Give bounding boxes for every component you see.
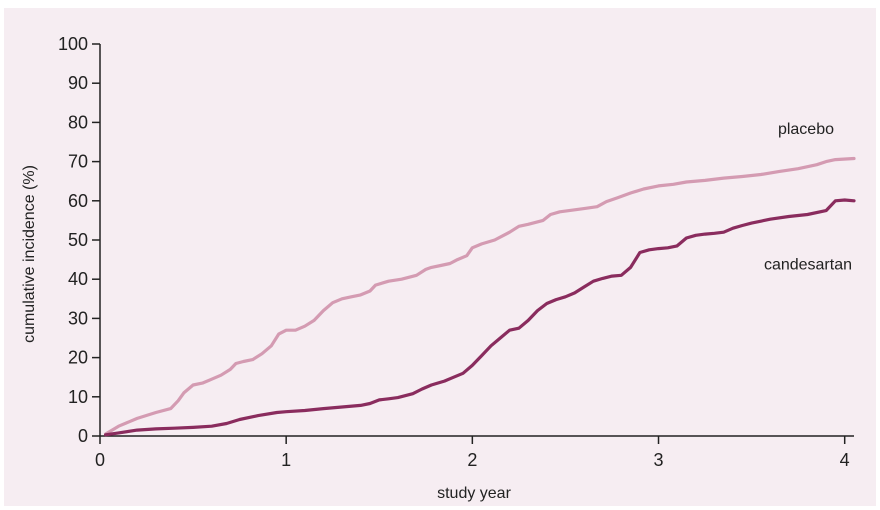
- x-tick-label: 1: [281, 450, 291, 470]
- y-axis-title: cumulative incidence (%): [21, 165, 38, 343]
- y-tick-label: 0: [78, 426, 88, 446]
- x-tick-label: 4: [840, 450, 850, 470]
- y-tick-label: 30: [68, 308, 88, 328]
- chart-panel: 0 10 20 30 40 50 60 70 80 90 100 0 1 2 3 4 cumulative …: [4, 8, 876, 506]
- series-lines: [103, 156, 856, 437]
- x-tick-label: 0: [95, 450, 105, 470]
- series-line-placebo: [103, 156, 856, 436]
- y-tick-label: 100: [58, 34, 88, 54]
- x-axis-title: study year: [437, 485, 511, 502]
- y-tick-label: 70: [68, 152, 88, 172]
- y-tick-label: 90: [68, 73, 88, 93]
- series-line-candesartan: [103, 198, 856, 437]
- series-label-candesartan: candesartan: [764, 256, 852, 273]
- y-axis-ticks: 0 10 20 30 40 50 60 70 80 90 100: [58, 34, 100, 446]
- series-label-placebo: placebo: [778, 121, 834, 138]
- y-tick-label: 60: [68, 191, 88, 211]
- y-tick-label: 20: [68, 348, 88, 368]
- y-tick-label: 80: [68, 112, 88, 132]
- x-axis-ticks: 0 1 2 3 4: [95, 436, 850, 470]
- y-tick-label: 10: [68, 387, 88, 407]
- y-tick-label: 50: [68, 230, 88, 250]
- incidence-chart: 0 10 20 30 40 50 60 70 80 90 100 0 1 2 3 4 cumulative …: [21, 34, 856, 502]
- y-tick-label: 40: [68, 269, 88, 289]
- x-tick-label: 2: [467, 450, 477, 470]
- x-tick-label: 3: [654, 450, 664, 470]
